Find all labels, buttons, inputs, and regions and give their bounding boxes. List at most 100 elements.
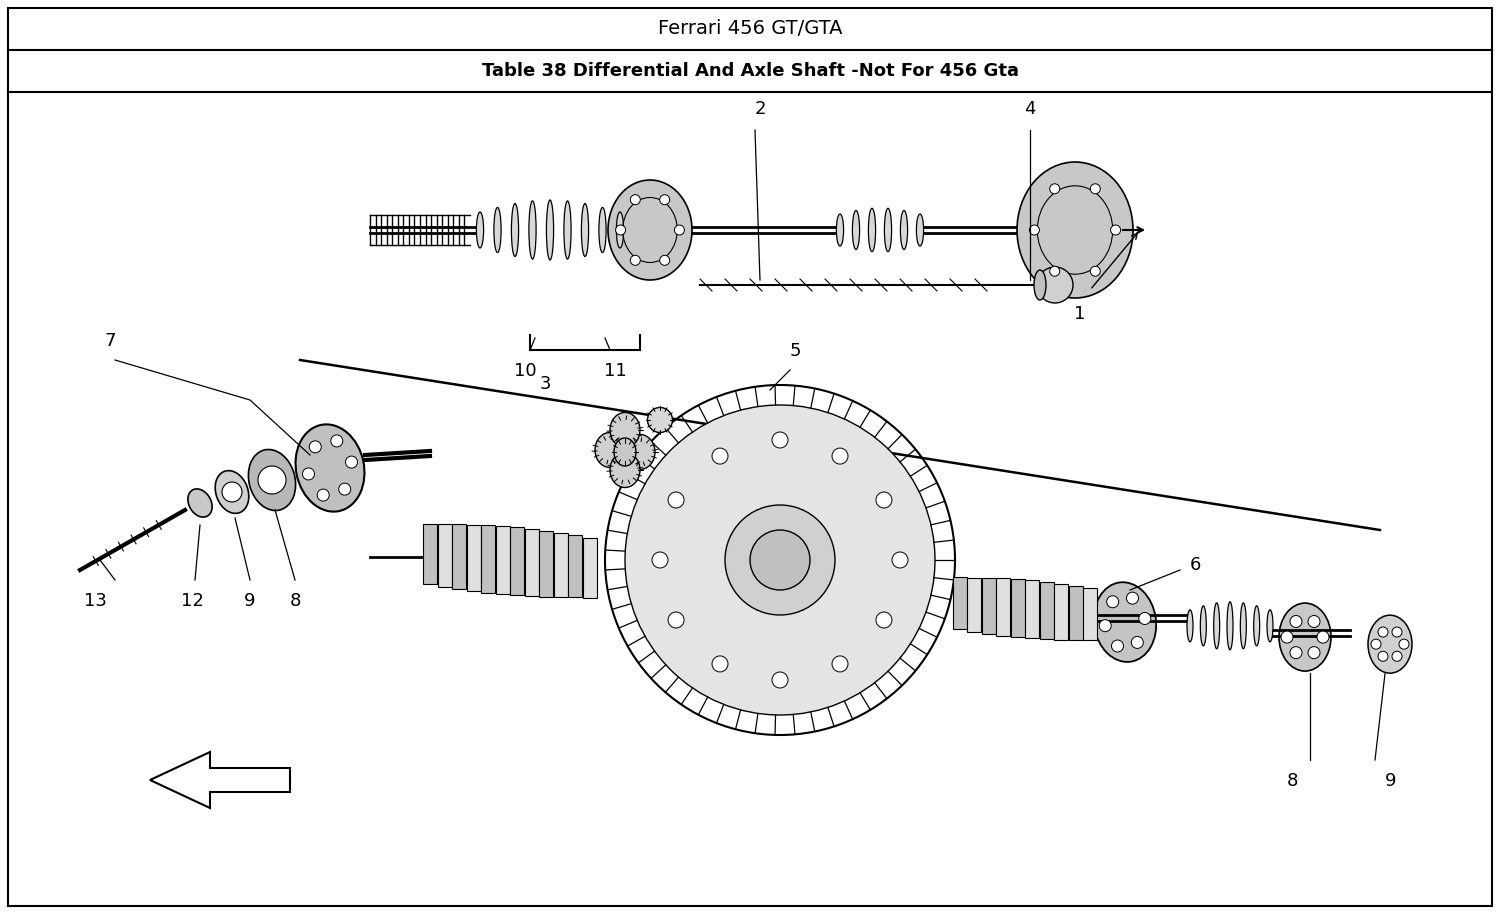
Ellipse shape xyxy=(214,471,249,514)
FancyBboxPatch shape xyxy=(423,524,436,584)
Circle shape xyxy=(339,484,351,495)
Ellipse shape xyxy=(564,201,572,259)
FancyBboxPatch shape xyxy=(510,527,525,595)
Circle shape xyxy=(833,448,848,464)
Ellipse shape xyxy=(494,207,501,252)
FancyBboxPatch shape xyxy=(540,531,554,597)
Circle shape xyxy=(1317,631,1329,643)
Circle shape xyxy=(1050,184,1059,194)
Circle shape xyxy=(630,255,640,265)
Circle shape xyxy=(1378,627,1388,637)
Circle shape xyxy=(724,505,836,615)
Text: 10: 10 xyxy=(513,362,537,380)
Circle shape xyxy=(1290,615,1302,628)
Ellipse shape xyxy=(610,412,640,448)
Text: 13: 13 xyxy=(84,592,106,610)
Ellipse shape xyxy=(1227,601,1233,650)
Circle shape xyxy=(1036,267,1072,303)
Ellipse shape xyxy=(512,204,519,257)
Ellipse shape xyxy=(296,424,364,512)
Circle shape xyxy=(652,552,668,568)
Circle shape xyxy=(1107,596,1119,608)
Circle shape xyxy=(876,492,892,508)
FancyBboxPatch shape xyxy=(568,536,582,598)
Text: 2: 2 xyxy=(754,100,765,118)
FancyBboxPatch shape xyxy=(1024,580,1039,638)
FancyBboxPatch shape xyxy=(584,537,597,598)
Text: 1: 1 xyxy=(1074,305,1086,323)
Circle shape xyxy=(1110,225,1120,235)
Ellipse shape xyxy=(1280,603,1330,671)
Polygon shape xyxy=(150,752,290,808)
Circle shape xyxy=(1090,184,1101,194)
Circle shape xyxy=(1378,652,1388,662)
Circle shape xyxy=(1308,615,1320,628)
FancyBboxPatch shape xyxy=(1011,579,1025,637)
Ellipse shape xyxy=(648,408,672,432)
Circle shape xyxy=(892,552,908,568)
FancyBboxPatch shape xyxy=(968,578,981,632)
Circle shape xyxy=(615,225,626,235)
Circle shape xyxy=(833,656,848,672)
Ellipse shape xyxy=(1368,615,1411,674)
Circle shape xyxy=(668,612,684,628)
Ellipse shape xyxy=(852,210,859,250)
Circle shape xyxy=(1281,631,1293,643)
Text: 11: 11 xyxy=(603,362,627,380)
FancyBboxPatch shape xyxy=(1040,582,1053,639)
Text: 9: 9 xyxy=(1384,772,1396,790)
Ellipse shape xyxy=(616,212,624,248)
Circle shape xyxy=(626,405,934,715)
FancyBboxPatch shape xyxy=(452,525,466,589)
Circle shape xyxy=(332,435,344,447)
Ellipse shape xyxy=(1240,603,1246,649)
Circle shape xyxy=(1308,647,1320,659)
Ellipse shape xyxy=(249,450,296,511)
Ellipse shape xyxy=(188,489,211,517)
Text: 8: 8 xyxy=(1287,772,1298,790)
Circle shape xyxy=(630,195,640,205)
FancyBboxPatch shape xyxy=(952,578,968,630)
Ellipse shape xyxy=(916,214,924,246)
FancyBboxPatch shape xyxy=(438,525,452,587)
Text: 6: 6 xyxy=(1190,556,1202,574)
Circle shape xyxy=(1400,639,1408,649)
Ellipse shape xyxy=(900,210,908,250)
Circle shape xyxy=(1100,620,1112,632)
Circle shape xyxy=(1029,225,1039,235)
Circle shape xyxy=(712,656,728,672)
Text: 8: 8 xyxy=(290,592,300,610)
Circle shape xyxy=(1290,647,1302,659)
Ellipse shape xyxy=(1034,270,1046,300)
Circle shape xyxy=(876,612,892,628)
Circle shape xyxy=(1392,652,1402,662)
Ellipse shape xyxy=(546,200,554,260)
Circle shape xyxy=(675,225,684,235)
Text: 9: 9 xyxy=(244,592,255,610)
FancyBboxPatch shape xyxy=(482,526,495,592)
Ellipse shape xyxy=(608,180,692,280)
Circle shape xyxy=(1138,612,1150,624)
Circle shape xyxy=(712,448,728,464)
Circle shape xyxy=(668,492,684,508)
FancyBboxPatch shape xyxy=(1083,589,1096,640)
Ellipse shape xyxy=(1200,606,1206,646)
Circle shape xyxy=(772,432,788,448)
FancyBboxPatch shape xyxy=(1054,584,1068,640)
FancyBboxPatch shape xyxy=(525,529,538,596)
Circle shape xyxy=(309,441,321,452)
FancyBboxPatch shape xyxy=(466,525,480,590)
Text: 5: 5 xyxy=(789,342,801,360)
Ellipse shape xyxy=(837,214,843,246)
FancyBboxPatch shape xyxy=(1068,586,1083,640)
Ellipse shape xyxy=(1214,603,1219,649)
Ellipse shape xyxy=(598,207,606,252)
Circle shape xyxy=(1392,627,1402,637)
Circle shape xyxy=(1126,592,1138,604)
Circle shape xyxy=(660,255,669,265)
Text: 4: 4 xyxy=(1024,100,1035,118)
Circle shape xyxy=(303,468,315,480)
Circle shape xyxy=(345,456,357,468)
Circle shape xyxy=(1371,639,1382,649)
Ellipse shape xyxy=(614,438,636,466)
